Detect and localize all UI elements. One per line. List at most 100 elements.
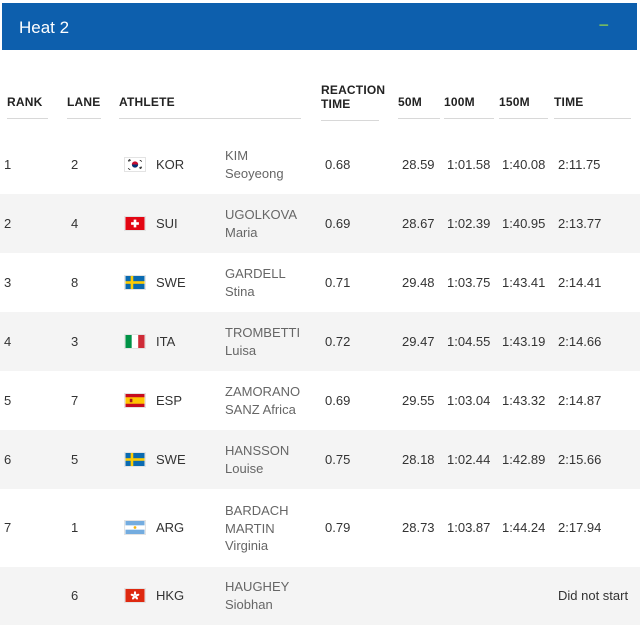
table-row: 5 7 ESP ZAMORANO SANZ Africa 0.69 29.55 1:03.04… bbox=[0, 371, 640, 430]
final-time-cell: 2:17.94 bbox=[558, 520, 602, 535]
column-header-150m: 150M bbox=[499, 95, 548, 119]
athlete-name-line: KIM bbox=[225, 148, 249, 163]
lane-cell: 6 bbox=[71, 588, 79, 603]
athlete-name-line: SANZ Africa bbox=[225, 401, 296, 417]
athlete-name-line: Siobhan bbox=[225, 596, 273, 612]
reaction-time-cell: 0.68 bbox=[325, 157, 351, 172]
athlete-name[interactable]: HANSSON Louise bbox=[225, 442, 289, 477]
kor-flag-icon bbox=[124, 157, 146, 172]
athlete-name-line: HANSSON bbox=[225, 443, 290, 458]
table-row: 4 3 ITA TROMBETTI Luisa 0.72 29.47 1:04.55 1:43.… bbox=[0, 312, 640, 371]
reaction-time-cell: 0.69 bbox=[325, 216, 351, 231]
split-150m-cell: 1:43.32 bbox=[502, 393, 546, 408]
split-100m-cell: 1:01.58 bbox=[447, 157, 491, 172]
collapse-icon[interactable]: − bbox=[598, 15, 609, 35]
lane-cell: 8 bbox=[71, 275, 79, 290]
reaction-time-cell: 0.79 bbox=[325, 520, 351, 535]
split-150m-cell: 1:44.24 bbox=[502, 520, 546, 535]
split-100m-cell: 1:04.55 bbox=[447, 334, 491, 349]
split-100m-cell: 1:02.44 bbox=[447, 452, 491, 467]
athlete-name-line: Virginia bbox=[225, 538, 269, 553]
athlete-name[interactable]: GARDELL Stina bbox=[225, 265, 286, 300]
athlete-name[interactable]: ZAMORANO SANZ Africa bbox=[225, 383, 300, 418]
athlete-name-line: MARTIN bbox=[225, 520, 275, 536]
split-50m-cell: 29.48 bbox=[402, 275, 435, 290]
table-row: 3 8 SWE GARDELL Stina 0.71 29.48 1:03.75 1:43.41… bbox=[0, 253, 640, 312]
athlete-name-line: GARDELL bbox=[225, 266, 286, 281]
athlete-name[interactable]: KIM Seoyeong bbox=[225, 147, 284, 182]
reaction-time-cell: 0.72 bbox=[325, 334, 351, 349]
ita-flag-icon bbox=[124, 334, 146, 349]
table-row: 1 2 KOR KIM Seoyeong 0.68 28.59 1:01.58 1:40.08 2… bbox=[0, 135, 640, 194]
table-row: 6 5 SWE HANSSON Louise 0.75 28.18 1:02.44 1:42.8… bbox=[0, 430, 640, 489]
column-header-lane: LANE bbox=[67, 95, 101, 119]
lane-cell: 7 bbox=[71, 393, 79, 408]
athlete-name[interactable]: TROMBETTI Luisa bbox=[225, 324, 300, 359]
column-header-reaction-time: REACTION TIME bbox=[321, 83, 385, 121]
split-150m-cell: 1:43.41 bbox=[502, 275, 546, 290]
split-50m-cell: 28.59 bbox=[402, 157, 435, 172]
split-100m-cell: 1:03.04 bbox=[447, 393, 491, 408]
column-header-rank: RANK bbox=[7, 95, 48, 119]
athlete-name[interactable]: UGOLKOVA Maria bbox=[225, 206, 297, 241]
rank-cell: 4 bbox=[4, 334, 12, 349]
split-50m-cell: 28.18 bbox=[402, 452, 435, 467]
table-row: 7 1 ARG BARDACH MARTIN Virginia 0.79 28.73 1:03.… bbox=[0, 489, 640, 567]
esp-flag-icon bbox=[124, 393, 146, 408]
athlete-name[interactable]: BARDACH MARTIN Virginia bbox=[225, 502, 289, 555]
athlete-name[interactable]: HAUGHEY Siobhan bbox=[225, 578, 289, 613]
rank-cell: 6 bbox=[4, 452, 12, 467]
country-code: HKG bbox=[156, 588, 185, 603]
split-100m-cell: 1:03.75 bbox=[447, 275, 491, 290]
column-header-100m: 100M bbox=[444, 95, 494, 119]
final-time-cell: Did not start bbox=[558, 588, 629, 603]
athlete-name-line: Louise bbox=[225, 460, 264, 476]
column-header-athlete: ATHLETE bbox=[119, 95, 301, 119]
athlete-name-line: ZAMORANO bbox=[225, 384, 301, 399]
split-150m-cell: 1:42.89 bbox=[502, 452, 546, 467]
heat-header-bar[interactable]: Heat 2 − bbox=[2, 3, 637, 50]
final-time-cell: 2:13.77 bbox=[558, 216, 602, 231]
split-100m-cell: 1:02.39 bbox=[447, 216, 491, 231]
country-code: ESP bbox=[156, 393, 183, 408]
athlete-name-line: Luisa bbox=[225, 342, 257, 358]
athlete-name-line: HAUGHEY bbox=[225, 579, 290, 594]
rank-cell: 3 bbox=[4, 275, 12, 290]
table-header-row: RANK LANE ATHLETE REACTION TIME 50M 100M… bbox=[0, 78, 640, 121]
lane-cell: 1 bbox=[71, 520, 79, 535]
rank-cell: 1 bbox=[4, 157, 12, 172]
athlete-name-line: Seoyeong bbox=[225, 165, 284, 181]
country-code: SWE bbox=[156, 275, 186, 290]
split-150m-cell: 1:40.95 bbox=[502, 216, 546, 231]
lane-cell: 5 bbox=[71, 452, 79, 467]
swe-flag-icon bbox=[124, 275, 146, 290]
split-50m-cell: 29.47 bbox=[402, 334, 435, 349]
table-row: 6 HKG HAUGHEY Siobhan Did not start bbox=[0, 567, 640, 625]
sui-flag-icon bbox=[124, 216, 146, 231]
country-code: ITA bbox=[156, 334, 176, 349]
country-code: SUI bbox=[156, 216, 178, 231]
athlete-name-line: Stina bbox=[225, 283, 255, 299]
rank-cell: 7 bbox=[4, 520, 12, 535]
lane-cell: 3 bbox=[71, 334, 79, 349]
arg-flag-icon bbox=[124, 520, 146, 535]
country-code: KOR bbox=[156, 157, 185, 172]
lane-cell: 4 bbox=[71, 216, 79, 231]
table-row: 2 4 SUI UGOLKOVA Maria 0.69 28.67 1:02.39 1:40.9… bbox=[0, 194, 640, 253]
column-header-time: TIME bbox=[554, 95, 631, 119]
reaction-time-cell: 0.69 bbox=[325, 393, 351, 408]
athlete-name-line: UGOLKOVA bbox=[225, 207, 298, 222]
reaction-time-cell: 0.75 bbox=[325, 452, 351, 467]
reaction-time-cell: 0.71 bbox=[325, 275, 351, 290]
split-50m-cell: 28.67 bbox=[402, 216, 435, 231]
split-150m-cell: 1:43.19 bbox=[502, 334, 546, 349]
split-150m-cell: 1:40.08 bbox=[502, 157, 546, 172]
athlete-name-line: TROMBETTI bbox=[225, 325, 301, 340]
lane-cell: 2 bbox=[71, 157, 79, 172]
split-100m-cell: 1:03.87 bbox=[447, 520, 491, 535]
hkg-flag-icon bbox=[124, 588, 146, 603]
swe-flag-icon bbox=[124, 452, 146, 467]
rank-cell: 5 bbox=[4, 393, 12, 408]
rank-cell: 2 bbox=[4, 216, 12, 231]
